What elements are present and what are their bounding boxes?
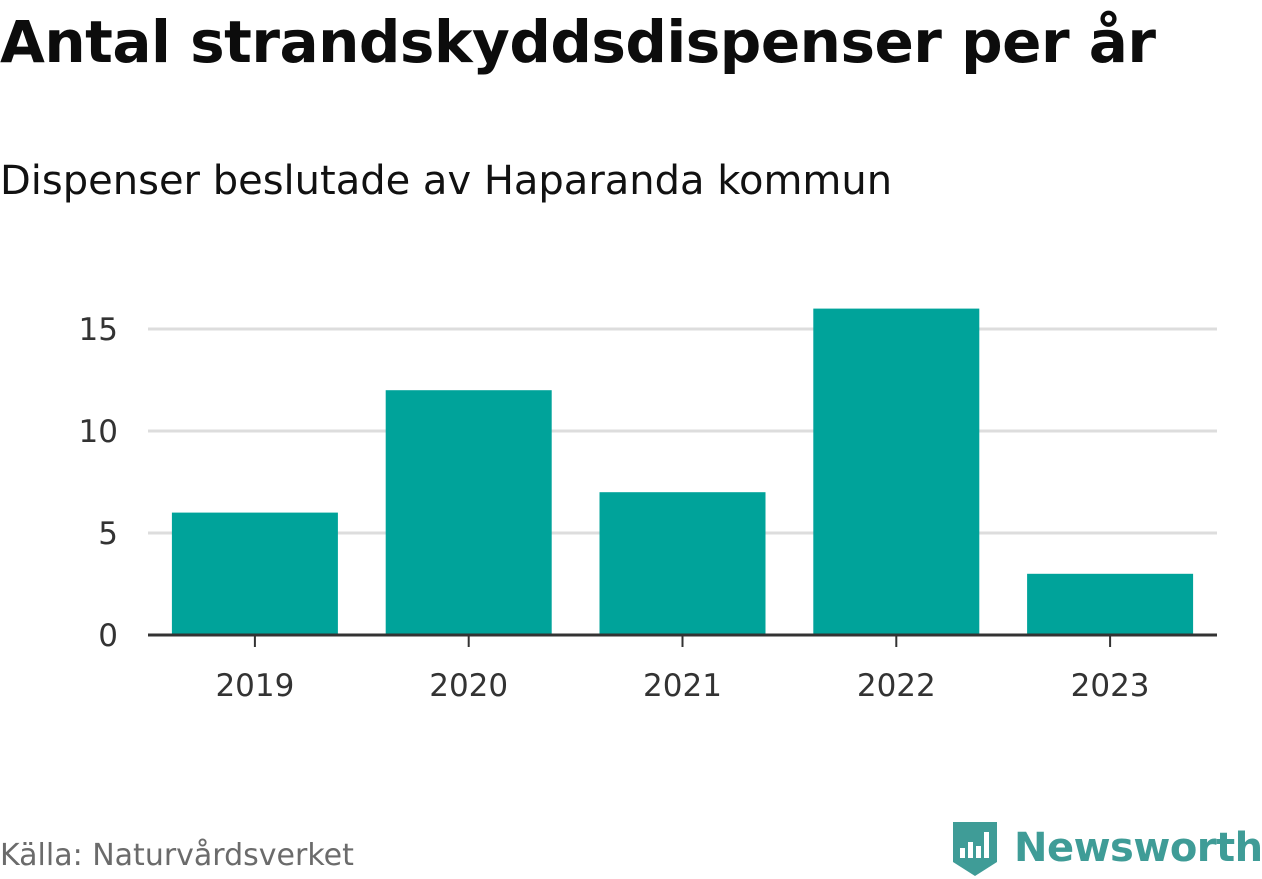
bar-chart: 0 5 10 15 2019 2020 2021 2022 2023 <box>79 308 1217 704</box>
axes: 0 5 10 15 2019 2020 2021 2022 2023 <box>79 312 1217 704</box>
x-tick-label: 2019 <box>215 668 294 704</box>
x-tick-label: 2023 <box>1071 668 1150 704</box>
x-tick-label: 2020 <box>429 668 508 704</box>
brand-logo: Newsworthy <box>950 818 1262 878</box>
source-note: Källa: Naturvårdsverket <box>0 838 354 873</box>
chart-title: Antal strandskyddsdispenser per år <box>0 8 1156 76</box>
bar-2020 <box>385 390 552 635</box>
y-tick-label: 15 <box>79 312 118 348</box>
bar-2019 <box>171 512 338 635</box>
chart-subtitle: Dispenser beslutade av Haparanda kommun <box>0 158 893 204</box>
y-tick-label: 5 <box>98 516 118 552</box>
x-tick-label: 2022 <box>857 668 936 704</box>
bar-2023 <box>1027 573 1194 635</box>
x-tick-label: 2021 <box>643 668 722 704</box>
newsworthy-logo-icon <box>953 822 997 876</box>
bar-2021 <box>599 492 766 635</box>
bars <box>171 308 1194 635</box>
y-tick-label: 0 <box>98 618 118 654</box>
y-tick-label: 10 <box>79 414 118 450</box>
bar-2022 <box>813 308 980 635</box>
brand-name: Newsworthy <box>1014 825 1262 871</box>
